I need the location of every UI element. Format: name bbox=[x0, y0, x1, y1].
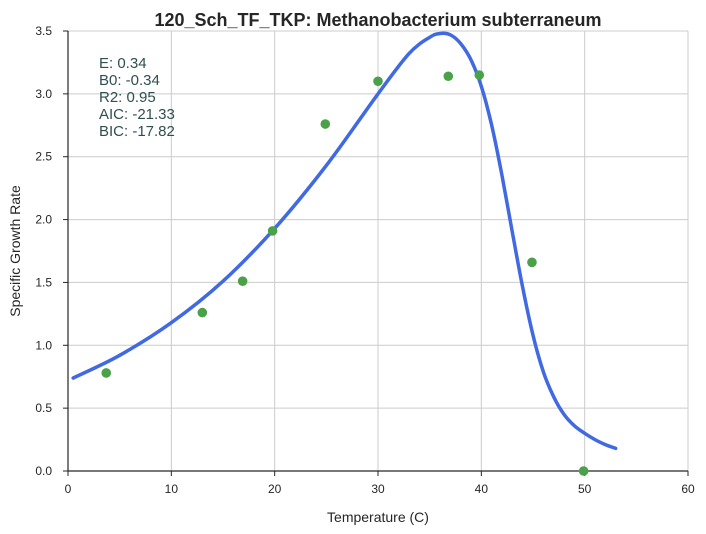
stat-bic: BIC: -17.82 bbox=[99, 123, 175, 140]
data-point bbox=[320, 119, 331, 129]
y-tick-label: 1.0 bbox=[35, 338, 52, 352]
data-point bbox=[474, 70, 485, 80]
data-point bbox=[527, 257, 537, 268]
data-point bbox=[578, 466, 589, 476]
y-tick-label: 3.5 bbox=[35, 24, 52, 38]
data-point bbox=[197, 307, 208, 318]
data-point bbox=[267, 226, 278, 236]
y-tick-label: 2.0 bbox=[35, 213, 52, 227]
grid-lines bbox=[68, 30, 689, 471]
y-tick-label: 0.5 bbox=[35, 401, 52, 415]
y-tick-label: 0.0 bbox=[35, 464, 52, 478]
data-point bbox=[101, 368, 112, 378]
y-axis-label: Specific Growth Rate bbox=[7, 185, 23, 317]
stat-aic: AIC: -21.33 bbox=[99, 106, 175, 123]
data-point bbox=[373, 76, 383, 87]
y-tick-label: 3.0 bbox=[35, 87, 52, 101]
tick-labels: 0 10 20 30 40 50 60 0.0 0.5 1.0 1.5 2.0 2.5 3.0 3.5 bbox=[35, 24, 695, 496]
x-tick-label: 10 bbox=[165, 482, 179, 496]
chart-title: 120_Sch_TF_TKP: Methanobacterium subterr… bbox=[154, 10, 601, 30]
data-points-layer bbox=[101, 70, 589, 476]
x-tick-label: 30 bbox=[371, 482, 385, 496]
x-axis-label: Temperature (C) bbox=[327, 509, 429, 525]
x-tick-label: 50 bbox=[578, 482, 592, 496]
y-tick-label: 1.5 bbox=[35, 275, 52, 289]
x-tick-label: 60 bbox=[681, 482, 695, 496]
x-tick-label: 20 bbox=[268, 482, 282, 496]
data-point bbox=[443, 71, 454, 82]
data-point bbox=[237, 276, 248, 286]
x-tick-label: 40 bbox=[475, 482, 489, 496]
fit-statistics: E: 0.34 B0: -0.34 R2: 0.95 AIC: -21.33 B… bbox=[99, 55, 175, 140]
y-tick-label: 2.5 bbox=[35, 150, 52, 164]
stat-e: E: 0.34 bbox=[99, 55, 147, 72]
stat-r2: R2: 0.95 bbox=[99, 89, 156, 106]
stat-b0: B0: -0.34 bbox=[99, 72, 160, 89]
x-tick-label: 0 bbox=[65, 482, 72, 496]
